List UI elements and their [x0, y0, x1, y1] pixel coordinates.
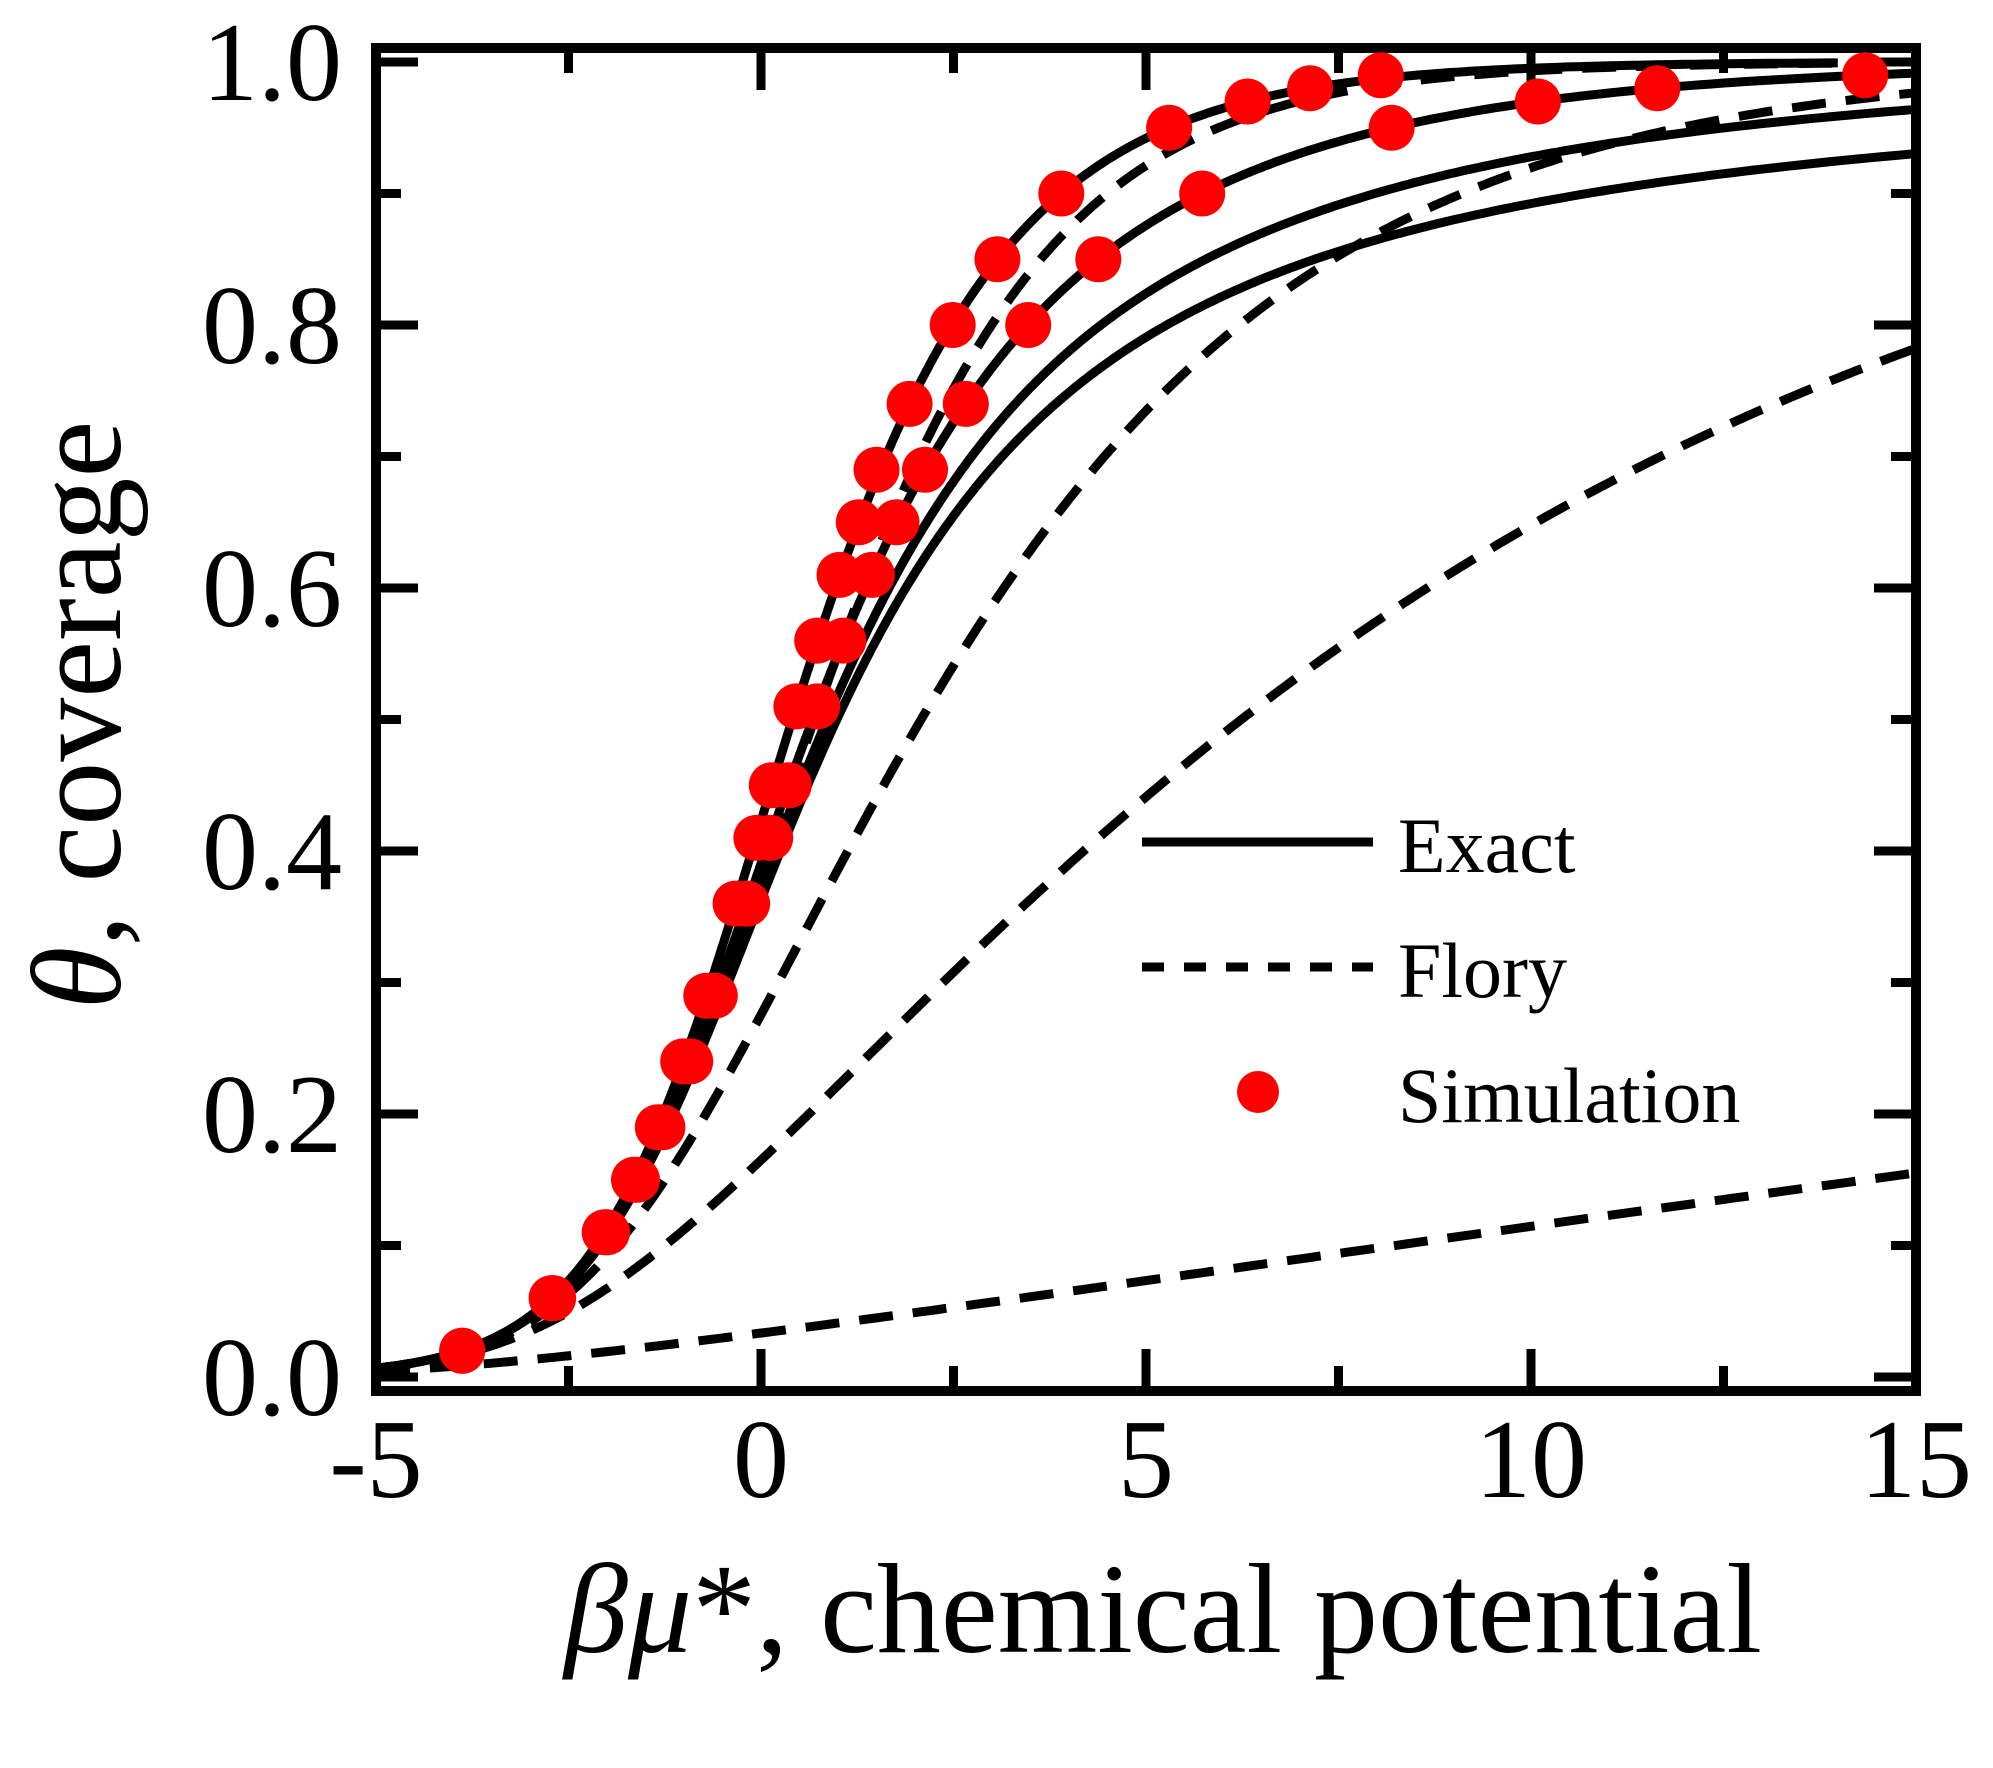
simulation-dot-k4 [1842, 52, 1889, 99]
simulation-dot-k4 [942, 380, 989, 427]
simulation-dot-k4 [1179, 170, 1226, 217]
x-axis-title: βμ*, chemical potential [561, 1538, 1762, 1680]
simulation-dot-k4 [765, 762, 812, 809]
simulation-dot-k2 [835, 499, 882, 546]
legend-label-simulation: Simulation [1398, 1052, 1740, 1139]
simulation-dot-k4 [691, 972, 738, 1019]
simulation-dot-k4 [1075, 236, 1122, 283]
simulation-dot-k4 [902, 446, 948, 493]
simulation-dot-k4 [530, 1275, 577, 1322]
simulation-dot-k4 [747, 814, 794, 861]
flory-curve-k4 [373, 88, 1919, 1373]
simulation-dot-k4 [584, 1209, 630, 1256]
simulation-dot-k2 [1224, 78, 1271, 125]
simulation-dot-k4 [639, 1104, 686, 1151]
y-axis-title-symbol: θ [6, 947, 148, 1010]
axis-ticks [371, 48, 1921, 1391]
simulation-dot-k4 [724, 880, 771, 927]
y-tick-label: 1.0 [202, 1, 342, 125]
x-tick-labels: -5 0 5 10 15 [329, 1398, 1972, 1522]
legend: Exact Flory Simulation [1142, 802, 1740, 1139]
simulation-dot-k4 [614, 1156, 660, 1203]
y-tick-label: 0.4 [202, 790, 342, 914]
x-tick-label: 0 [733, 1398, 789, 1522]
simulation-series-k4 [439, 52, 1889, 1374]
simulation-dot-k2 [1146, 104, 1193, 151]
simulation-dot-k2 [886, 380, 933, 427]
y-tick-label: 0.6 [202, 527, 342, 651]
simulation-dot-k4 [1368, 104, 1415, 151]
simulation-dot-k4 [848, 551, 895, 598]
simulation-dot-k2 [816, 551, 863, 598]
flory-curve-k10 [373, 344, 1920, 1374]
simulation-dot-k2 [1038, 170, 1085, 217]
simulation-dot-k4 [1514, 78, 1561, 125]
legend-simulation-dot-sample [1237, 1071, 1279, 1113]
y-tick-label: 0.2 [202, 1053, 342, 1177]
legend-label-flory: Flory [1398, 927, 1567, 1014]
legend-label-exact: Exact [1398, 802, 1576, 889]
x-tick-label: -5 [329, 1398, 422, 1522]
simulation-dot-k2 [853, 446, 900, 493]
simulation-dot-k2 [1357, 52, 1404, 99]
simulation-dot-k2 [929, 302, 976, 348]
simulation-dot-k4 [439, 1327, 486, 1374]
simulation-dot-k4 [794, 683, 841, 730]
x-tick-label: 5 [1118, 1398, 1174, 1522]
simulation-dot-k4 [1634, 65, 1681, 112]
simulation-dot-k4 [820, 617, 867, 664]
y-tick-label: 0.8 [202, 264, 342, 388]
y-tick-label: 0.0 [202, 1316, 342, 1440]
simulation-dot-k4 [1005, 302, 1052, 348]
simulation-dot-k2 [974, 236, 1021, 283]
x-axis-title-symbol: βμ [561, 1538, 692, 1680]
simulation-dot-k4 [667, 1038, 714, 1085]
simulation-dot-k2 [1287, 65, 1333, 112]
x-tick-label: 15 [1860, 1398, 1972, 1522]
x-tick-label: 10 [1475, 1398, 1587, 1522]
simulation-dot-k4 [873, 499, 920, 546]
y-axis-title-text: , coverage [6, 421, 148, 947]
x-axis-title-text: *, chemical potential [692, 1538, 1762, 1680]
flory-curve-k100 [375, 1168, 1917, 1376]
y-tick-labels: 0.0 0.2 0.4 0.6 0.8 1.0 [202, 1, 342, 1440]
y-axis-title: θ, coverage [6, 421, 148, 1010]
